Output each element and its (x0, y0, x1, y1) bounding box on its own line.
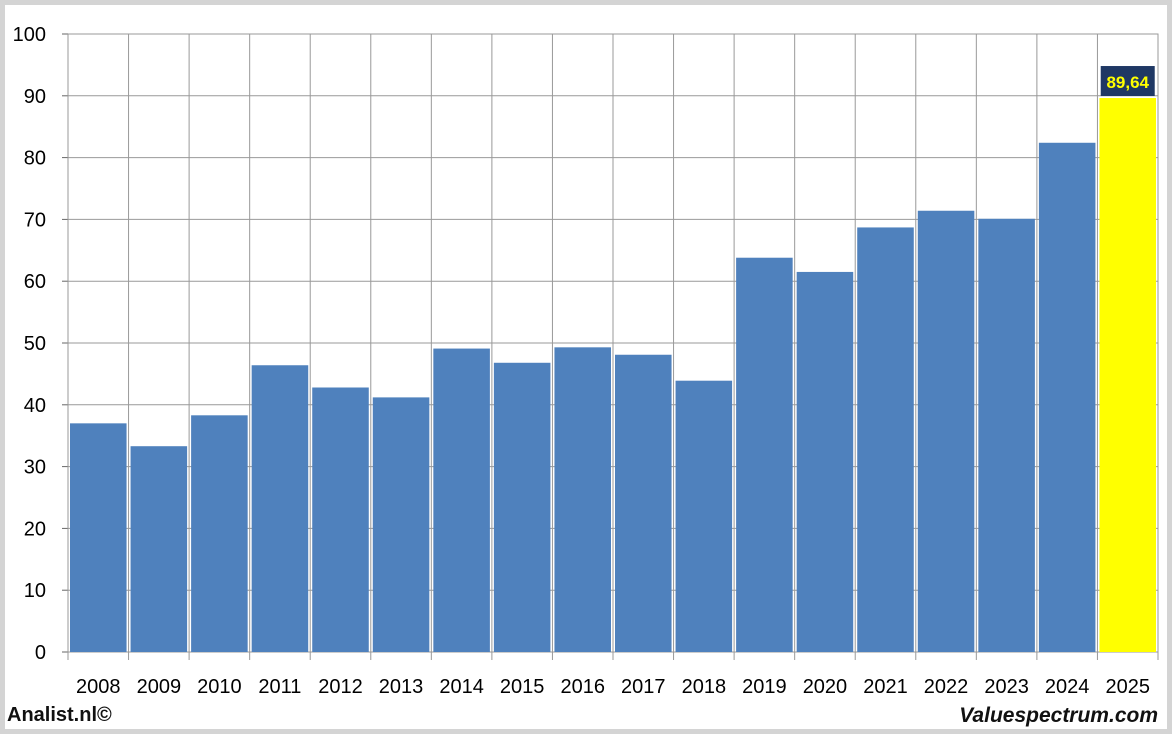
y-tick-label: 80 (24, 148, 46, 170)
y-tick-label: 70 (24, 209, 46, 231)
x-tick-label: 2014 (439, 676, 484, 698)
y-tick-labels: 0 10 20 30 40 50 60 70 80 90 100 (13, 24, 46, 664)
x-tick-labels: 2008 2009 2010 2011 2012 2013 2014 2015 2016 2017… (76, 676, 1150, 698)
x-tick-label: 2020 (803, 676, 848, 698)
bar-2013 (372, 397, 430, 652)
y-tick-label: 90 (24, 86, 46, 108)
y-tick-label: 30 (24, 457, 46, 479)
x-tick-label: 2023 (984, 676, 1029, 698)
bar-highlight-2025 (1099, 98, 1156, 653)
x-tick-label: 2015 (500, 676, 545, 698)
bar-2012 (312, 387, 369, 652)
y-tick-label: 100 (13, 24, 46, 46)
y-tick-label: 40 (24, 395, 46, 417)
bar-2018 (675, 380, 733, 652)
bar-2008 (70, 423, 127, 652)
x-tick-label: 2024 (1045, 676, 1090, 698)
highlight-value-label: 89,64 (1106, 73, 1149, 92)
x-tick-label: 2022 (924, 676, 969, 698)
x-tick-label: 2013 (379, 676, 424, 698)
bar-2016 (554, 347, 611, 652)
footer-brand-left: Analist.nl© (7, 704, 112, 726)
bar-2015 (493, 362, 551, 652)
y-tick-label: 10 (24, 580, 46, 602)
y-tick-label: 20 (24, 518, 46, 540)
x-tick-label: 2025 (1105, 676, 1150, 698)
bar-2023 (978, 218, 1035, 653)
bar-2011 (251, 365, 309, 652)
x-tick-label: 2009 (137, 676, 182, 698)
footer-brand-right: Valuespectrum.com (959, 704, 1158, 727)
y-tick-label: 60 (24, 271, 46, 293)
x-tick-label: 2010 (197, 676, 242, 698)
bar-2019 (736, 257, 793, 652)
bar-2009 (130, 446, 188, 652)
x-tick-label: 2019 (742, 676, 787, 698)
bar-2010 (191, 415, 248, 652)
bar-2024 (1038, 142, 1096, 652)
bar-2017 (615, 354, 672, 652)
x-tick-label: 2017 (621, 676, 666, 698)
bar-2022 (917, 210, 975, 653)
bar-2014 (433, 348, 490, 652)
y-tick-label: 50 (24, 333, 46, 355)
grid-layer (62, 33, 1159, 660)
x-tick-label: 2016 (560, 676, 605, 698)
y-tick-label: 0 (35, 642, 46, 664)
x-tick-label: 2021 (863, 676, 908, 698)
highlight-value-label-box (1100, 66, 1155, 97)
bar-layer (70, 98, 1156, 653)
x-tick-label: 2008 (76, 676, 121, 698)
x-tick-label: 2012 (318, 676, 363, 698)
x-tick-label: 2018 (682, 676, 727, 698)
bar-2020 (796, 271, 854, 652)
bar-2021 (857, 227, 914, 652)
x-tick-label: 2011 (258, 676, 301, 698)
data-label-layer: 89,64 (1100, 66, 1155, 97)
